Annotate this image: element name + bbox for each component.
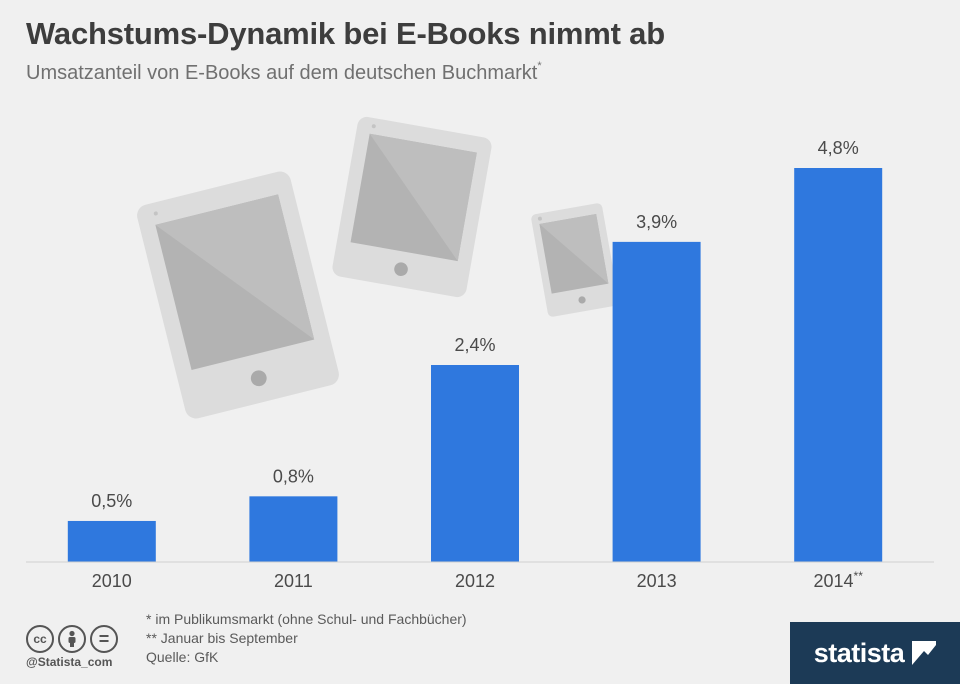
chart-title: Wachstums-Dynamik bei E-Books nimmt ab [26, 16, 665, 51]
bar-2012 [431, 365, 519, 562]
subtitle-text: Umsatzanteil von E-Books auf dem deutsch… [26, 62, 538, 84]
data-label: 4,8% [818, 138, 859, 158]
cc-icon[interactable]: cc [26, 625, 54, 653]
data-label: 2,4% [454, 335, 495, 355]
x-tick-label: 2010 [92, 571, 132, 591]
data-label: 0,8% [273, 466, 314, 486]
bar-2010 [67, 520, 156, 562]
statista-mark-icon [912, 641, 937, 665]
tablet-large-icon [137, 171, 339, 419]
x-tick-label: 2014** [814, 569, 864, 591]
data-label: 3,9% [636, 212, 677, 232]
nd-equals-icon[interactable]: = [90, 625, 118, 653]
x-tick-label: 2011 [274, 571, 313, 591]
footnotes: * im Publikumsmarkt (ohne Schul- und Fac… [146, 610, 467, 667]
tablet-small-icon [531, 203, 619, 317]
bar-2011 [249, 496, 338, 562]
x-tick-label: 2013 [637, 571, 677, 591]
x-tick-label: 2012 [455, 571, 495, 591]
footnote-1: * im Publikumsmarkt (ohne Schul- und Fac… [146, 611, 467, 627]
chart-subtitle: Umsatzanteil von E-Books auf dem deutsch… [26, 60, 542, 85]
license-icons: cc = [26, 625, 118, 653]
brand-name: statista [813, 637, 905, 668]
x-tick-labels: 2010 2011 2012 2013 2014** [92, 569, 863, 591]
bar-2013 [612, 241, 701, 562]
subtitle-footnote-mark: * [537, 60, 542, 72]
footnote-2: ** Januar bis September [146, 630, 298, 646]
bars-group: 0,5% 0,8% 2,4% 3,9% 4,8% [67, 138, 883, 562]
data-label: 0,5% [91, 491, 132, 511]
source-note: Quelle: GfK [146, 649, 219, 665]
bar-2014 [794, 168, 883, 562]
statista-logo[interactable]: statista [790, 622, 960, 684]
tablet-medium-icon [332, 116, 492, 298]
tablet-illustrations [137, 116, 619, 419]
twitter-handle[interactable]: @Statista_com [26, 655, 113, 669]
by-person-icon[interactable] [58, 625, 86, 653]
